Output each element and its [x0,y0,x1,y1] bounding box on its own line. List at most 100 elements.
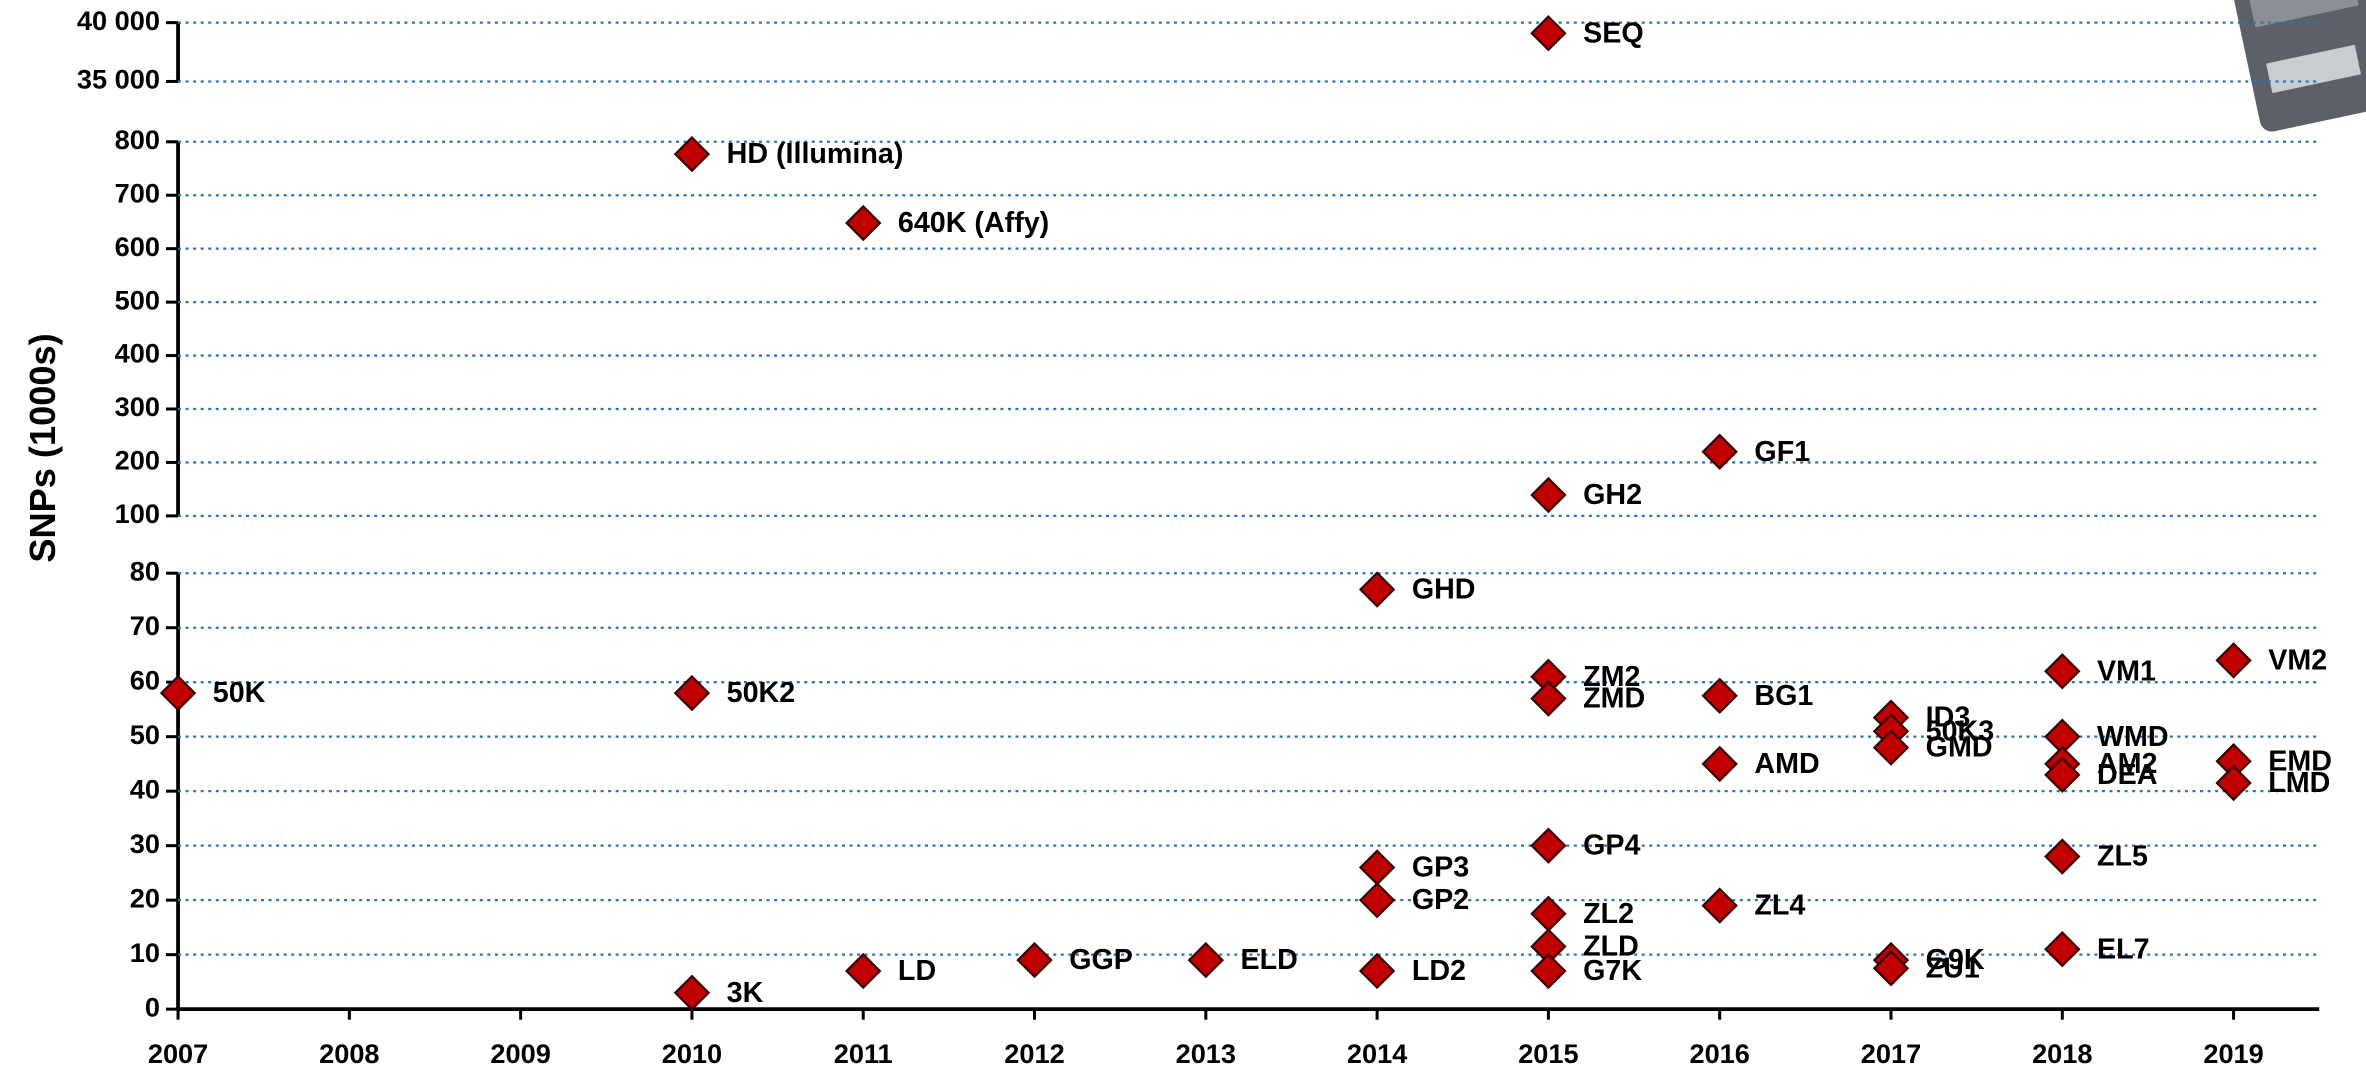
y-tick-label: 80 [130,555,160,586]
point [1872,729,1910,766]
y-tick-label: 20 [130,882,160,913]
point-label: SEQ [1583,17,1644,49]
point [1530,952,1567,990]
y-tick-label: 30 [130,828,160,859]
y-tick-label: 40 000 [77,5,160,36]
y-tick-label: 50 [130,719,160,750]
point [2044,653,2081,690]
point [1358,952,1396,990]
point-label: HD (Illumina) [727,138,904,170]
point-label: 50K2 [727,677,796,709]
point [1187,941,1225,979]
point [1358,881,1396,919]
point [1530,895,1567,932]
y-tick-label: 60 [130,664,160,695]
point [673,674,711,712]
point-label: ZL4 [1754,890,1805,922]
point-label: ZLD [1583,931,1639,963]
point-label: 3K [727,977,764,1009]
point-label: AM2 [2097,748,2158,780]
point [1872,950,1910,987]
y-tick-label: 600 [115,231,160,262]
point [1530,827,1567,864]
product-image [2233,0,2366,132]
point [1701,677,1738,715]
x-tick-label: 2016 [1689,1038,1749,1069]
x-tick-label: 2011 [834,1038,893,1069]
y-tick-label: 300 [115,391,160,422]
point [2044,931,2081,968]
y-tick-label: 100 [115,498,160,529]
y-tick-label: 35 000 [77,64,160,95]
point-label: LD2 [1412,955,1466,987]
x-tick-label: 2014 [1347,1038,1407,1069]
point-label: GP2 [1412,884,1469,916]
point [1358,849,1396,886]
point [2215,764,2252,802]
y-tick-label: 0 [145,991,160,1022]
x-tick-label: 2019 [2203,1038,2263,1069]
x-tick-label: 2018 [2032,1038,2092,1069]
y-tick-label: 400 [115,338,160,369]
point-label: EL7 [2097,933,2150,965]
point-label: LMD [2268,767,2330,799]
point-label: ZL2 [1583,898,1634,930]
point-label: GF1 [1754,436,1810,468]
point [2044,838,2081,875]
point-label: DEA [2097,759,2158,791]
x-tick-label: 2015 [1518,1038,1578,1069]
y-axis-label: SNPs (1000s) [22,333,63,562]
point-label: BG1 [1754,680,1813,712]
point-label: 50K [213,677,266,709]
point-label: 640K (Affy) [898,207,1049,239]
point-label: WMD [2097,721,2169,753]
point-label: GHD [1412,574,1476,606]
point-label: GP4 [1583,830,1640,862]
point-label: AMD [1754,748,1819,780]
x-tick-label: 2012 [1004,1038,1064,1069]
point [1530,680,1567,717]
x-tick-label: 2013 [1176,1038,1236,1069]
point [673,974,711,1011]
y-tick-label: 40 [130,773,160,804]
x-tick-label: 2017 [1861,1038,1921,1069]
point-label: ZM2 [1583,661,1640,693]
point-label: VM2 [2268,644,2327,676]
point-label: ZMD [1583,683,1645,715]
point [1530,15,1567,52]
point [2215,642,2252,679]
x-tick-label: 2009 [490,1038,550,1069]
point-label: GH2 [1583,479,1642,511]
x-tick-label: 2010 [662,1038,722,1069]
point-label: VM1 [2097,655,2156,687]
x-tick-label: 2007 [148,1038,208,1069]
y-tick-label: 500 [115,284,160,315]
point [2044,756,2081,794]
point-label: ZU1 [1926,952,1980,984]
point-label: EMD [2268,745,2332,777]
point-label: G7K [1583,955,1642,987]
point-label: ID3 [1926,702,1971,734]
point [159,674,197,712]
point [1701,887,1738,924]
point-label: LD [898,955,936,987]
point-label: G9K [1926,944,1985,976]
y-tick-label: 700 [115,177,160,208]
point-label: GMD [1926,732,1993,764]
point [1701,745,1738,783]
y-tick-label: 200 [115,445,160,476]
point [1358,571,1396,608]
y-tick-label: 10 [130,937,160,968]
y-tick-label: 70 [130,610,160,641]
point-label: ELD [1241,944,1298,976]
y-tick-label: 800 [115,124,160,155]
point [673,135,711,173]
point-label: GP3 [1412,852,1469,884]
point [1016,941,1053,979]
point [845,952,882,990]
point [1530,476,1567,514]
point-label: ZL5 [2097,841,2148,873]
point [845,204,882,242]
